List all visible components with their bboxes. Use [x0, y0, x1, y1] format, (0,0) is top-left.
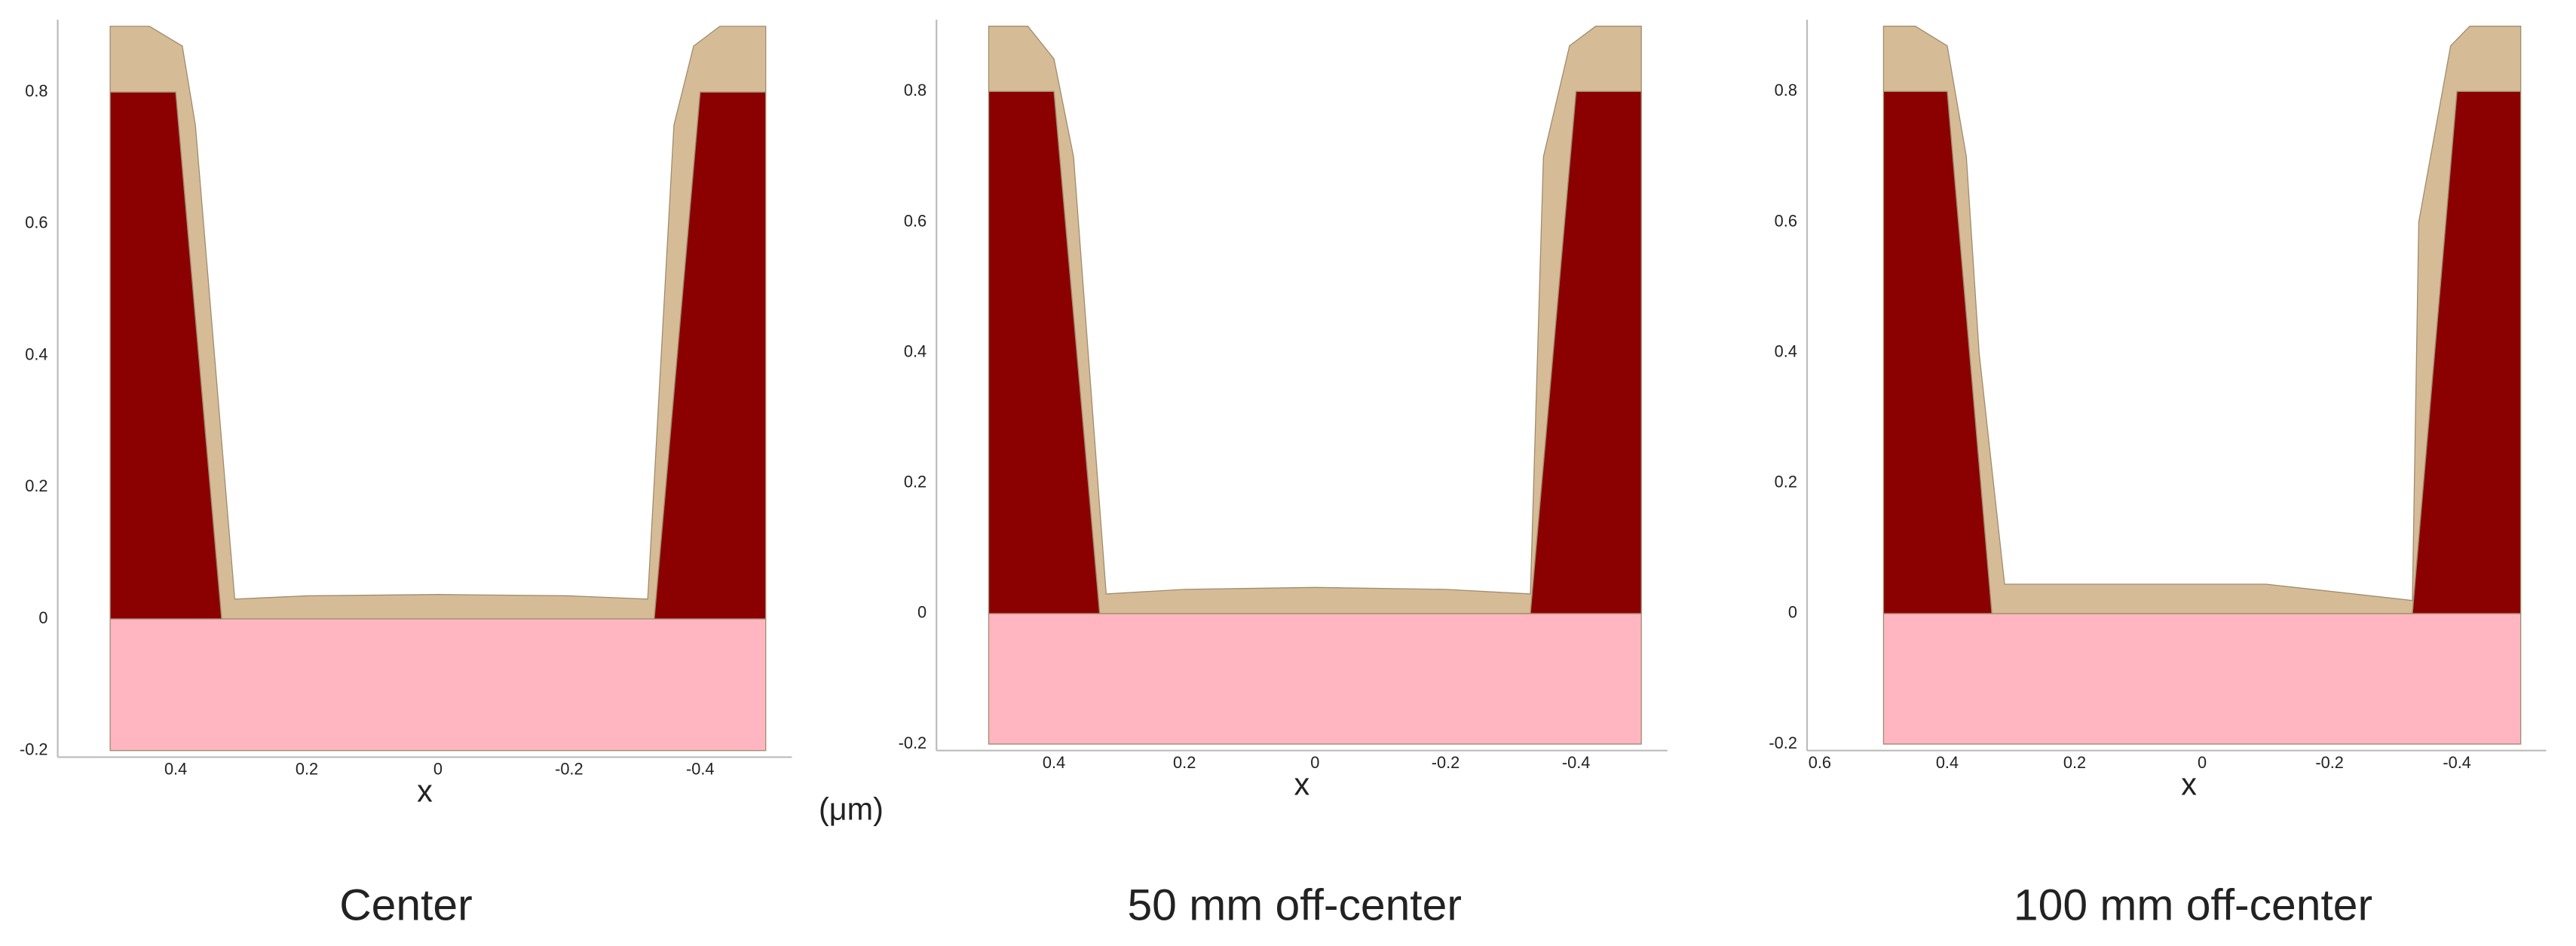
x-axis-label: x	[2181, 767, 2197, 802]
profile-region	[1882, 90, 1992, 614]
x-tick-label: -0.2	[1432, 753, 1460, 772]
y-tick-label: 0.8	[1775, 81, 1797, 99]
profile-region	[1882, 613, 2522, 745]
profile-region	[109, 618, 767, 752]
profile-region	[654, 91, 767, 620]
x-tick-label: -0.2	[555, 760, 584, 779]
x-tick-label: 0.2	[2063, 753, 2086, 772]
chart-panel: -0.2 0 0.2 0.4 0.6 0.8 0.4 0.2 0 -0.2 -0.4 x Center	[20, 20, 792, 929]
x-tick-label: 0.6	[1809, 753, 1831, 772]
y-tick-label: 0.2	[1775, 473, 1797, 491]
x-tick-label: 0.4	[164, 760, 187, 779]
profile-region	[2412, 90, 2522, 614]
unit-label: (μm)	[819, 791, 884, 826]
x-axis-label: x	[417, 773, 433, 808]
x-tick-label: 0.2	[296, 760, 318, 779]
x-tick-label: 0	[1310, 753, 1319, 772]
y-tick-label: 0.4	[904, 341, 927, 360]
caption: 100 mm off-center	[2014, 880, 2372, 929]
caption: 50 mm off-center	[1127, 880, 1461, 929]
profile-region	[988, 90, 1101, 614]
profile-region	[1530, 90, 1642, 614]
y-tick-label: 0.6	[1775, 211, 1797, 230]
y-tick-label: 0.4	[25, 344, 47, 363]
y-tick-label: 0.8	[904, 81, 927, 99]
profile-region	[988, 613, 1642, 745]
x-tick-label: 0	[433, 760, 443, 779]
y-tick-label: 0.6	[904, 211, 927, 230]
y-tick-label: 0	[1788, 603, 1797, 622]
y-tick-label: 0.8	[25, 81, 47, 100]
x-tick-label: 0	[2198, 753, 2207, 772]
y-tick-label: 0.2	[25, 476, 47, 495]
x-tick-label: 0.2	[1173, 753, 1196, 772]
y-tick-label: 0	[917, 603, 927, 622]
y-tick-label: -0.2	[899, 733, 927, 752]
x-tick-label: 0.4	[1936, 753, 1959, 772]
x-tick-label: 0.4	[1043, 753, 1065, 772]
y-tick-label: 0.6	[25, 213, 47, 232]
y-tick-label: -0.2	[20, 739, 48, 758]
x-tick-label: -0.4	[686, 760, 715, 779]
caption: Center	[339, 880, 473, 929]
y-tick-label: 0.4	[1775, 341, 1797, 360]
chart-panel: -0.2 0 0.2 0.4 0.6 0.8 0.4 0.2 0 -0.2 -0.4 x 50 mm o…	[899, 20, 1668, 929]
profile-region	[109, 91, 222, 620]
y-tick-label: 0.2	[904, 473, 927, 491]
x-axis-label: x	[1294, 767, 1310, 802]
x-tick-label: -0.4	[2443, 753, 2471, 772]
y-tick-label: -0.2	[1769, 733, 1797, 752]
x-tick-label: -0.4	[1562, 753, 1591, 772]
y-tick-label: 0	[38, 608, 47, 627]
chart-panel: -0.2 0 0.2 0.4 0.6 0.8 0.6 0.4 0.2 0 -0.2 -0.4 x 100 …	[1769, 20, 2547, 929]
x-tick-label: -0.2	[2315, 753, 2344, 772]
